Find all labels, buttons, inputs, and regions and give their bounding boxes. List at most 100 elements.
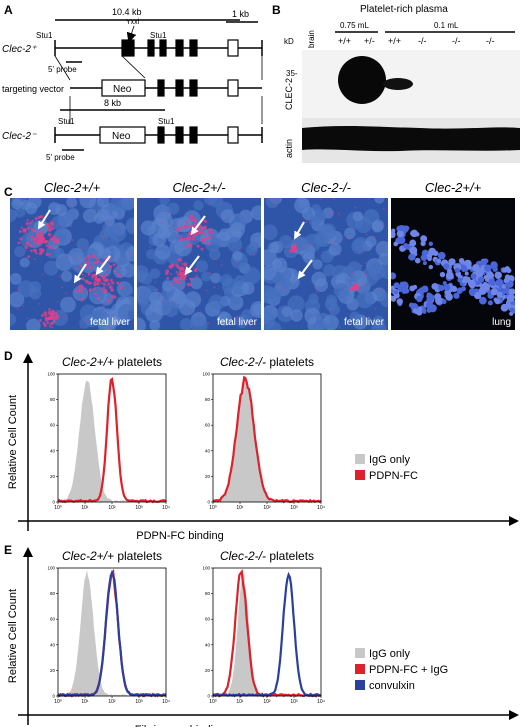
stain — [100, 274, 103, 277]
cell — [137, 317, 146, 330]
stain — [365, 261, 367, 264]
genotype: Clec-2+/+ — [62, 355, 114, 369]
stain — [46, 321, 50, 325]
stain — [92, 254, 96, 258]
stain — [213, 258, 216, 260]
stain — [209, 272, 212, 274]
blot-label: CLEC-2 — [284, 78, 294, 110]
y-tick-label: 60 — [50, 423, 56, 428]
cell — [61, 270, 73, 282]
cell — [14, 246, 26, 258]
cell — [235, 314, 249, 328]
nucleus — [487, 300, 493, 306]
suffix: platelets — [117, 549, 162, 563]
nucleus — [428, 264, 434, 270]
stain — [97, 277, 101, 281]
stain — [363, 272, 366, 275]
cell — [367, 260, 381, 274]
image-title: Clec-2+/+ — [425, 180, 482, 195]
stain — [30, 240, 32, 243]
histogram-fill — [58, 569, 166, 696]
nucleus — [393, 241, 399, 247]
stain — [189, 214, 194, 219]
stain — [96, 296, 101, 301]
nucleus — [398, 224, 405, 232]
nucleus — [478, 296, 487, 305]
stain — [25, 241, 30, 246]
stain — [213, 286, 216, 288]
stain — [38, 303, 41, 305]
cell — [312, 259, 323, 270]
line — [126, 25, 137, 43]
y-tick-label: 60 — [205, 423, 211, 428]
nucleus — [484, 264, 492, 272]
stain — [194, 233, 197, 237]
cell — [20, 199, 31, 210]
micrograph — [137, 198, 261, 330]
x-tick-label: 10⁰ — [54, 699, 62, 705]
image-title: Clec-2+/+ — [44, 180, 101, 195]
cell — [193, 200, 204, 211]
stain — [190, 224, 194, 229]
stain — [50, 237, 54, 241]
stain — [183, 275, 187, 278]
x-tick-label: 10² — [108, 699, 116, 705]
stain — [109, 278, 113, 282]
genotype-label: -/- — [418, 36, 427, 46]
stain — [179, 270, 182, 273]
cell — [220, 274, 233, 287]
stain — [79, 326, 82, 329]
stain — [24, 245, 28, 250]
band — [338, 56, 386, 104]
stain — [191, 218, 195, 221]
exon — [227, 39, 239, 57]
stain — [156, 288, 159, 291]
stain — [35, 252, 38, 255]
exon — [157, 126, 165, 144]
cell — [140, 220, 156, 236]
stain — [179, 237, 184, 242]
stain — [104, 273, 108, 276]
stain — [102, 291, 105, 294]
cell — [174, 238, 192, 257]
stain — [180, 272, 184, 276]
nucleus — [448, 258, 456, 266]
cell — [149, 319, 161, 330]
cell — [149, 268, 161, 279]
stain — [32, 237, 36, 241]
y-tick-label: 60 — [205, 617, 211, 622]
cell — [203, 198, 217, 205]
stain — [289, 248, 294, 253]
stain — [96, 259, 100, 263]
cell — [243, 267, 261, 285]
nucleus — [396, 298, 403, 305]
nucleus — [437, 251, 446, 260]
stain — [236, 214, 239, 216]
arrow — [190, 215, 206, 236]
stain — [130, 223, 133, 226]
stain — [141, 229, 143, 232]
stain — [206, 231, 209, 234]
nucleus — [454, 267, 461, 273]
nucleus — [502, 294, 507, 299]
stain — [30, 235, 34, 239]
stain — [27, 255, 31, 259]
y-tick-label: 60 — [50, 617, 56, 622]
stain — [315, 291, 318, 293]
nucleus — [445, 293, 453, 301]
cell — [218, 311, 232, 326]
stain — [108, 265, 113, 269]
stain — [120, 226, 122, 229]
site-label: Stu1 — [158, 117, 175, 126]
cell — [374, 198, 385, 204]
stain — [192, 238, 196, 241]
stain — [120, 281, 123, 285]
stain — [175, 220, 177, 223]
cell — [294, 236, 310, 251]
y-tick-label: 100 — [202, 372, 210, 377]
cell — [272, 257, 288, 273]
stain — [119, 214, 121, 216]
cell — [97, 317, 114, 330]
stain — [85, 320, 88, 322]
stain — [74, 289, 78, 293]
